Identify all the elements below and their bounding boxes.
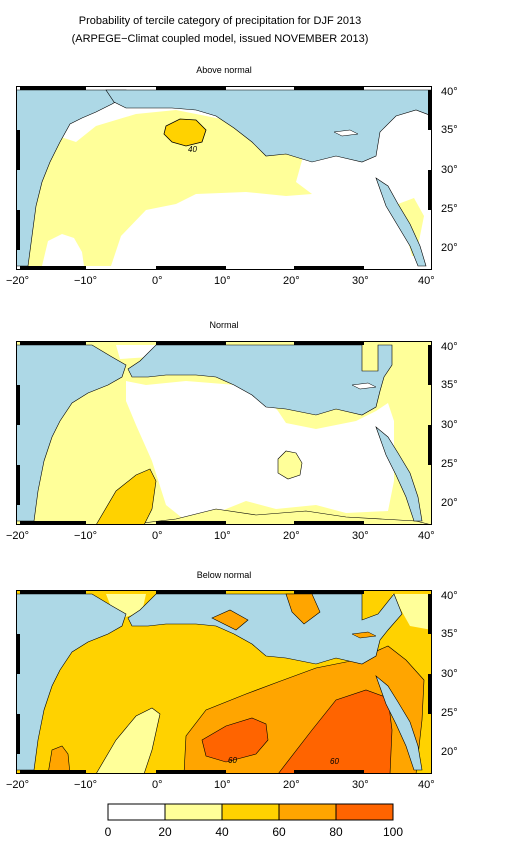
lon-tick-label: 10° bbox=[214, 530, 231, 542]
prob-60-80-region bbox=[211, 609, 249, 631]
sea-area bbox=[375, 426, 423, 522]
panel-title-below-normal: Below normal bbox=[196, 570, 252, 580]
legend-bar: 0 20 40 60 80 100 bbox=[105, 803, 403, 839]
sea-area bbox=[127, 344, 393, 416]
lon-tick-label: 20° bbox=[283, 275, 300, 287]
lat-tick-label: 30° bbox=[441, 419, 458, 431]
panel-title-normal: Normal bbox=[209, 320, 239, 330]
lat-tick-label: 40° bbox=[441, 590, 458, 602]
lat-tick-label: 20° bbox=[441, 497, 458, 509]
lat-tick-label: 25° bbox=[441, 203, 458, 215]
prob-20-40-region bbox=[16, 108, 312, 266]
prob-80-100-region bbox=[201, 717, 269, 763]
prob-60-80-region bbox=[47, 745, 71, 774]
lon-tick-label: −20° bbox=[6, 275, 30, 287]
contour-label: 40 bbox=[188, 145, 197, 154]
lat-tick-label: 40° bbox=[441, 341, 458, 353]
map-panel-below-normal: 60 60 bbox=[16, 590, 432, 774]
legend-tick-label: 100 bbox=[383, 825, 403, 839]
map-panel-above-normal: 40 bbox=[16, 86, 432, 270]
lon-tick-label: 30° bbox=[352, 530, 369, 542]
contour-label: 60 bbox=[330, 757, 339, 766]
sea-area bbox=[375, 675, 423, 771]
lon-tick-label: 40° bbox=[418, 275, 435, 287]
lon-tick-label: 10° bbox=[214, 275, 231, 287]
lon-tick-label: −10° bbox=[74, 275, 98, 287]
lon-tick-label: −10° bbox=[74, 530, 98, 542]
lat-tick-label: 25° bbox=[441, 707, 458, 719]
lat-tick-label: 20° bbox=[441, 242, 458, 254]
lon-tick-label: 0° bbox=[152, 275, 163, 287]
prob-80-100-region bbox=[277, 689, 393, 774]
legend-swatch bbox=[278, 803, 337, 821]
panel-title-above-normal: Above normal bbox=[196, 65, 252, 75]
lon-tick-label: 30° bbox=[352, 275, 369, 287]
legend-tick-label: 20 bbox=[158, 825, 172, 839]
island bbox=[351, 382, 377, 390]
lat-tick-label: 40° bbox=[441, 86, 458, 98]
lon-tick-label: 20° bbox=[283, 530, 300, 542]
prob-0-20-region bbox=[42, 234, 84, 266]
lon-tick-label: 0° bbox=[152, 530, 163, 542]
lon-tick-label: −10° bbox=[74, 779, 98, 791]
lat-tick-label: 30° bbox=[441, 164, 458, 176]
prob-20-40-region bbox=[277, 450, 303, 480]
legend-swatch bbox=[107, 803, 166, 821]
legend-tick-label: 0 bbox=[105, 825, 112, 839]
lat-tick-label: 35° bbox=[441, 379, 458, 391]
lon-tick-label: 0° bbox=[152, 779, 163, 791]
lon-tick-label: 10° bbox=[214, 779, 231, 791]
sea-area bbox=[105, 89, 432, 163]
prob-0-20-region bbox=[126, 381, 394, 521]
legend-swatch bbox=[164, 803, 223, 821]
sea-area bbox=[375, 177, 427, 267]
sea-area bbox=[16, 344, 127, 522]
map-panel-normal bbox=[16, 341, 432, 525]
graticule-bar bbox=[16, 86, 432, 270]
legend-swatch bbox=[335, 803, 394, 821]
prob-20-40-region bbox=[95, 707, 161, 774]
prob-40-60-region bbox=[163, 118, 207, 147]
lat-tick-label: 35° bbox=[441, 124, 458, 136]
lat-tick-label: 30° bbox=[441, 668, 458, 680]
lat-tick-label: 35° bbox=[441, 628, 458, 640]
lat-tick-label: 25° bbox=[441, 458, 458, 470]
lon-tick-label: 20° bbox=[283, 779, 300, 791]
lon-tick-label: 30° bbox=[352, 779, 369, 791]
legend-tick-label: 40 bbox=[215, 825, 229, 839]
sea-area bbox=[16, 593, 127, 771]
graticule-bar bbox=[16, 590, 432, 774]
legend-tick-label: 80 bbox=[329, 825, 343, 839]
map-title-line2: (ARPEGE−Climat coupled model, issued NOV… bbox=[71, 33, 369, 45]
contour-label: 60 bbox=[228, 756, 237, 765]
legend-tick-label: 60 bbox=[272, 825, 286, 839]
lon-tick-label: 40° bbox=[418, 530, 435, 542]
lon-tick-label: −20° bbox=[6, 530, 30, 542]
lon-tick-label: −20° bbox=[6, 779, 30, 791]
prob-20-40-region bbox=[392, 594, 432, 630]
island bbox=[351, 631, 377, 639]
color-legend: 0 20 40 60 80 100 bbox=[0, 800, 513, 840]
graticule-bar bbox=[16, 341, 432, 525]
sea-area bbox=[127, 593, 403, 665]
legend-swatch bbox=[221, 803, 280, 821]
map-title-line1: Probability of tercile category of preci… bbox=[78, 15, 362, 27]
lat-tick-label: 20° bbox=[441, 746, 458, 758]
lon-tick-label: 40° bbox=[418, 779, 435, 791]
island bbox=[333, 129, 359, 137]
prob-40-60-region bbox=[95, 468, 157, 525]
